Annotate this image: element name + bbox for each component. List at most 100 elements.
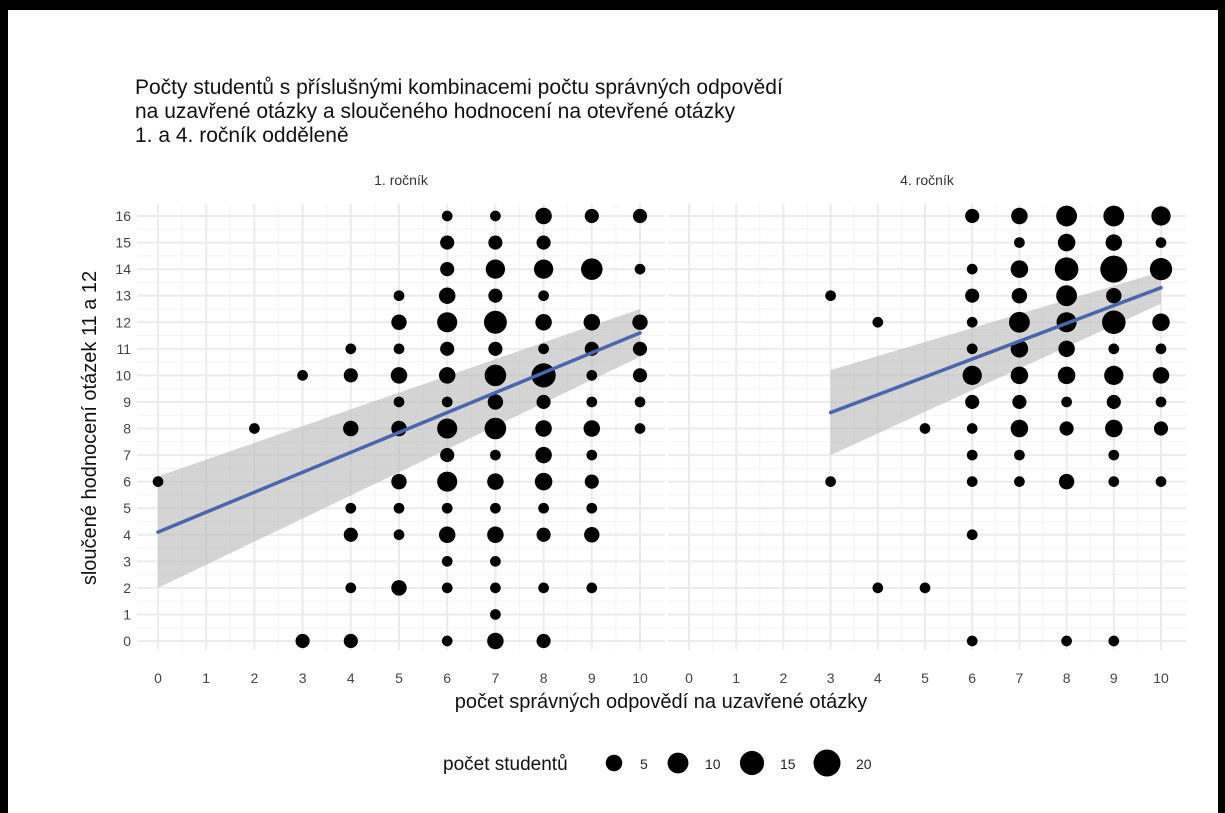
data-point	[966, 423, 978, 434]
data-point	[586, 449, 598, 461]
data-point	[634, 423, 646, 434]
data-point	[1057, 233, 1076, 252]
data-point	[965, 394, 980, 410]
data-point	[966, 316, 978, 328]
data-point	[393, 502, 405, 514]
legend-label: 10	[705, 756, 721, 772]
chart-frame: Počty studentů s příslušnými kombinacemi…	[8, 10, 1218, 813]
x-tick-label: 10	[1153, 670, 1169, 686]
data-point	[536, 235, 551, 250]
data-point	[1057, 366, 1076, 385]
data-point	[1014, 476, 1025, 487]
data-point	[488, 288, 503, 303]
data-point	[1056, 285, 1078, 307]
data-point	[825, 476, 836, 487]
y-tick-label: 11	[116, 341, 131, 357]
x-tick-label: 3	[299, 670, 307, 686]
y-tick-label: 15	[115, 235, 131, 251]
y-tick-label: 7	[123, 447, 131, 463]
data-point	[966, 263, 978, 275]
x-tick-label: 2	[780, 670, 788, 686]
x-tick-label: 5	[921, 670, 929, 686]
data-point	[393, 290, 405, 302]
x-tick-label: 5	[395, 670, 403, 686]
data-point	[535, 420, 552, 437]
data-point	[535, 207, 552, 225]
data-point	[437, 471, 458, 492]
y-tick-label: 3	[123, 553, 131, 569]
data-point	[538, 290, 549, 302]
facet-strip-label: 4. ročník	[900, 172, 955, 188]
data-point	[1105, 234, 1123, 251]
data-point	[1155, 343, 1167, 355]
legend-key	[813, 749, 841, 777]
confidence-band	[158, 308, 640, 588]
data-point	[343, 527, 358, 542]
data-point	[966, 449, 978, 461]
data-point	[872, 316, 884, 328]
data-point	[393, 396, 405, 408]
x-tick-label: 1	[732, 670, 740, 686]
x-tick-label: 7	[1016, 670, 1024, 686]
data-point	[441, 502, 453, 514]
data-point	[536, 633, 551, 649]
y-tick-label: 13	[115, 288, 131, 304]
data-point	[1011, 207, 1028, 225]
data-point	[441, 635, 453, 647]
data-point	[533, 259, 554, 279]
y-tick-label: 4	[123, 527, 131, 543]
data-point	[583, 314, 601, 331]
data-point	[391, 314, 407, 330]
data-point	[345, 343, 357, 355]
data-point	[535, 314, 552, 331]
data-point	[538, 582, 549, 594]
data-point	[919, 423, 931, 434]
data-point	[966, 529, 978, 541]
data-point	[634, 263, 646, 275]
data-point	[1010, 366, 1029, 385]
data-point	[1103, 205, 1125, 227]
data-point	[487, 473, 504, 490]
data-point	[487, 394, 504, 410]
data-point	[441, 396, 453, 408]
data-point	[249, 423, 260, 434]
data-point	[536, 394, 551, 410]
x-tick-label: 4	[347, 670, 355, 686]
data-point	[1106, 287, 1122, 304]
legend-key	[605, 754, 623, 772]
data-point	[1010, 419, 1029, 438]
data-point	[966, 476, 978, 487]
data-point	[1054, 257, 1079, 281]
x-tick-label: 3	[827, 670, 835, 686]
y-tick-label: 9	[123, 394, 131, 410]
data-point	[584, 474, 599, 489]
data-point	[1108, 476, 1120, 487]
data-point	[1152, 367, 1170, 384]
legend-label: 20	[856, 756, 872, 772]
data-point	[343, 368, 358, 383]
data-point	[441, 555, 453, 567]
data-point	[393, 529, 405, 541]
data-point	[393, 343, 405, 355]
data-point	[1012, 394, 1027, 410]
x-tick-label: 9	[588, 670, 596, 686]
data-point	[483, 310, 507, 334]
data-point	[962, 365, 982, 386]
trend-line	[828, 285, 1163, 415]
data-point	[966, 635, 978, 647]
facet-strip-label: 1. ročník	[374, 172, 429, 188]
data-point	[487, 526, 504, 543]
data-point	[919, 582, 931, 594]
data-point	[584, 208, 599, 224]
data-point	[1058, 473, 1075, 490]
data-point	[535, 446, 552, 464]
y-tick-label: 16	[115, 208, 131, 224]
data-point	[586, 370, 598, 381]
data-point	[1106, 394, 1121, 410]
data-point	[485, 259, 506, 279]
data-point	[343, 633, 358, 649]
x-tick-label: 8	[1063, 670, 1071, 686]
data-point	[634, 396, 646, 408]
data-point	[490, 210, 501, 222]
legend-label: 15	[780, 756, 796, 772]
